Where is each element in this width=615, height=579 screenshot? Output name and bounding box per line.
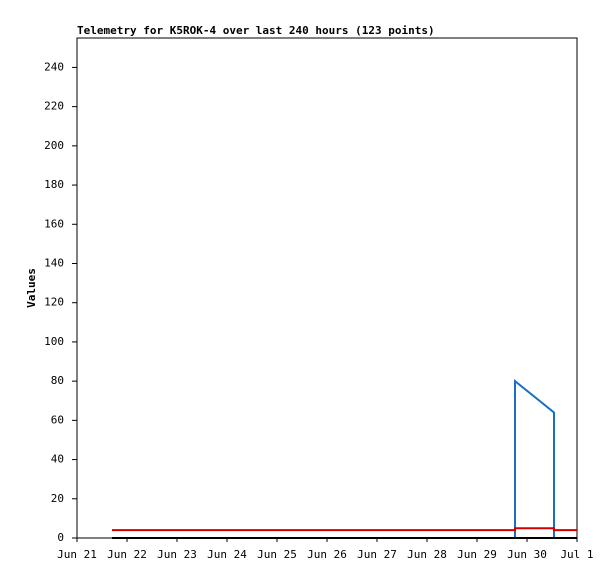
x-tick-label: Jul 1 [560,548,593,561]
y-axis-label: Values [25,268,38,308]
x-tick-label: Jun 29 [457,548,497,561]
x-tick-label: Jun 27 [357,548,397,561]
chart-title: Telemetry for K5ROK-4 over last 240 hour… [77,24,435,37]
y-tick-label: 60 [51,413,64,426]
x-tick-label: Jun 22 [107,548,147,561]
x-tick-label: Jun 24 [207,548,247,561]
series-line [112,379,577,539]
y-tick-label: 0 [57,531,64,544]
x-tick-label: Jun 21 [57,548,97,561]
x-tick-label: Jun 26 [307,548,347,561]
plot-frame [76,37,578,539]
y-tick-label: 160 [44,217,64,230]
y-tick-label: 100 [44,335,64,348]
y-tick-label: 180 [44,178,64,191]
x-tick-label: Jun 30 [507,548,547,561]
y-tick-label: 20 [51,492,64,505]
x-tick-label: Jun 25 [257,548,297,561]
x-tick-label: Jun 28 [407,548,447,561]
y-tick-label: 200 [44,139,64,152]
y-tick-label: 220 [44,100,64,113]
y-tick-label: 140 [44,256,64,269]
series-line [112,527,577,532]
y-tick-label: 240 [44,60,64,73]
y-tick-label: 80 [51,374,64,387]
x-tick-label: Jun 23 [157,548,197,561]
y-tick-label: 40 [51,453,64,466]
y-tick-label: 120 [44,296,64,309]
